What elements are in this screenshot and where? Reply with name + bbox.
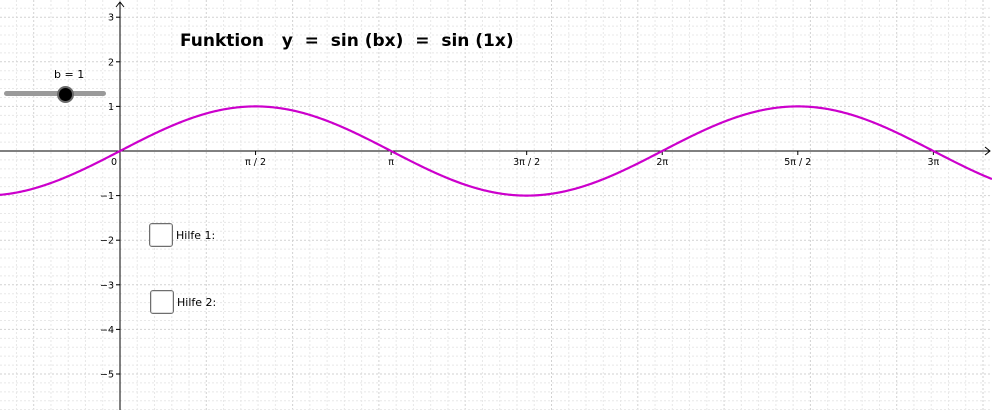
x-tick-label: π [388, 157, 394, 168]
y-tick-label: 2 [108, 57, 114, 68]
x-tick-label: 5π / 2 [784, 157, 811, 168]
y-tick-labels: 3 2 1 −1 −2 −3 −4 −5 [100, 13, 114, 381]
y-tick-label: 1 [108, 102, 114, 113]
checkbox-hilfe-1-box[interactable] [149, 223, 173, 247]
checkbox-hilfe-1[interactable]: Hilfe 1: [149, 223, 215, 247]
x-tick-label: 2π [656, 157, 668, 168]
y-tick-label: −2 [100, 236, 114, 247]
x-tick-label: 3π / 2 [513, 157, 540, 168]
origin-label: 0 [111, 157, 117, 168]
sine-curve[interactable] [0, 105, 992, 197]
slider-handle[interactable] [57, 86, 74, 103]
y-tick-label: −3 [100, 280, 114, 291]
checkbox-hilfe-1-label: Hilfe 1: [176, 228, 216, 242]
slider-label: b = 1 [54, 68, 85, 81]
x-axis-arrow [984, 146, 991, 156]
y-tick-label: −5 [100, 370, 114, 381]
checkbox-hilfe-2[interactable]: Hilfe 2: [150, 290, 216, 314]
checkbox-hilfe-2-label: Hilfe 2: [177, 295, 217, 309]
y-tick-label: −4 [100, 325, 114, 336]
x-tick-label: 3π [927, 157, 939, 168]
y-axis-arrow [115, 1, 125, 8]
slider-track[interactable] [4, 91, 106, 96]
function-title: Funktion y = sin (bx) = sin (1x) [180, 31, 514, 51]
x-tick-label: π / 2 [245, 157, 266, 168]
y-tick-label: 3 [108, 13, 114, 24]
checkbox-hilfe-2-box[interactable] [150, 290, 174, 314]
y-tick-label: −1 [100, 191, 114, 202]
slider-b[interactable]: b = 1 [0, 66, 110, 106]
